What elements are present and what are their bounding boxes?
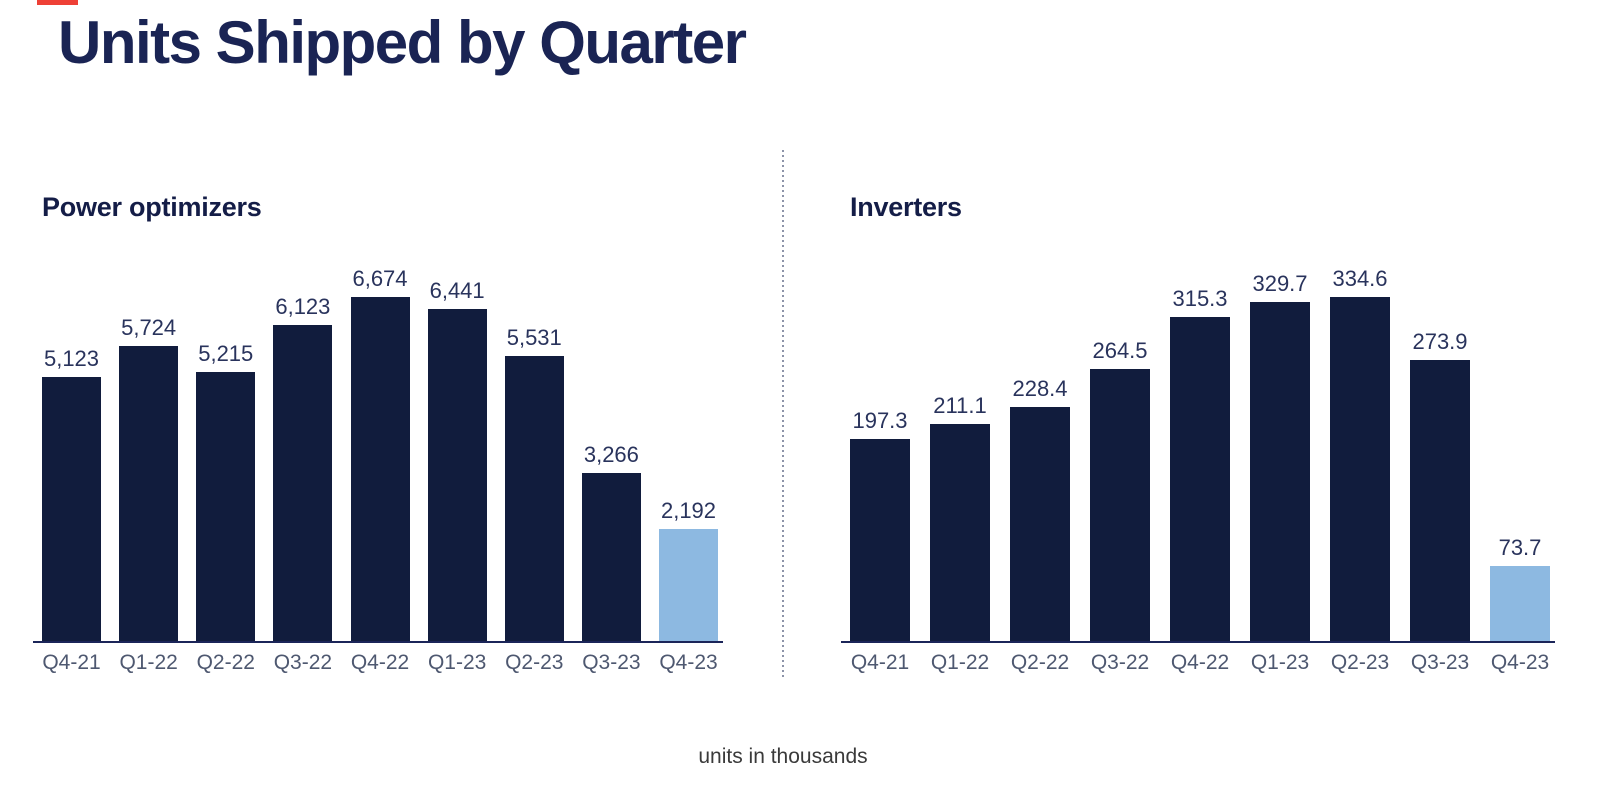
x-axis-label: Q4-22 <box>350 651 410 674</box>
chart-title: Power optimizers <box>42 192 262 222</box>
bars-row: 197.3 211.1 228.4 264.5 315.3 329.7 334.6 273.9… <box>850 264 1550 642</box>
bar <box>42 377 101 642</box>
bar-column: 5,215 <box>196 341 256 642</box>
bar <box>273 325 333 642</box>
bar <box>196 372 256 642</box>
bar-value-label: 3,266 <box>583 442 639 467</box>
bar-value-label: 2,192 <box>660 498 717 523</box>
x-axis-label: Q4-21 <box>42 651 101 674</box>
bar-chart-inverters: Inverters 197.3 211.1 228.4 264.5 315.3 329.7… <box>841 192 1555 692</box>
dotted-divider <box>782 150 784 680</box>
bars-row: 5,123 5,724 5,215 6,123 6,674 6,441 5,531 3,266… <box>42 264 718 642</box>
x-axis-label: Q3-22 <box>273 651 333 674</box>
bar-value-label: 5,215 <box>198 341 254 366</box>
bar-column: 2,192 <box>659 498 718 642</box>
x-axis-label: Q1-23 <box>1250 651 1310 674</box>
x-axis-label: Q1-22 <box>119 651 178 674</box>
bar-chart-power-optimizers: Power optimizers 5,123 5,724 5,215 6,123 6,6… <box>33 192 723 692</box>
x-axis-label: Q4-23 <box>659 651 718 674</box>
bar-column: 211.1 <box>930 393 990 642</box>
bar-value-label: 264.5 <box>1092 338 1148 363</box>
bar-value-label: 6,441 <box>429 278 485 303</box>
bar-value-label: 228.4 <box>1012 376 1068 401</box>
bar-column: 273.9 <box>1410 329 1470 642</box>
bar <box>427 309 487 642</box>
x-axis-label: Q2-22 <box>196 651 255 674</box>
bar <box>350 297 410 642</box>
x-axis-label: Q3-23 <box>582 651 641 674</box>
bar-column: 6,123 <box>273 294 333 642</box>
bar-value-label: 5,531 <box>506 325 562 350</box>
x-axis-label: Q4-22 <box>1170 651 1230 674</box>
bar-value-label: 6,674 <box>352 266 408 291</box>
bar-column: 5,123 <box>42 346 101 642</box>
bar-column: 228.4 <box>1010 376 1070 642</box>
bar-column: 334.6 <box>1330 266 1390 642</box>
bar-column: 5,724 <box>119 315 179 642</box>
bar-value-label: 6,123 <box>275 294 331 319</box>
x-axis-line <box>33 641 723 643</box>
x-axis-line <box>841 641 1555 643</box>
bar <box>581 473 641 642</box>
bar <box>1090 369 1150 642</box>
bar <box>659 529 718 642</box>
x-axis-label: Q1-23 <box>427 651 487 674</box>
chart-title: Inverters <box>850 192 962 222</box>
bar <box>119 346 179 642</box>
x-axis-label: Q2-23 <box>505 651 564 674</box>
bar-column: 197.3 <box>850 408 910 642</box>
bar-column: 3,266 <box>581 442 641 642</box>
page-title: Units Shipped by Quarter <box>58 9 747 76</box>
bar <box>1330 297 1390 642</box>
xaxis-labels: Q4-21 Q1-22 Q2-22 Q3-22 Q4-22 Q1-23 Q2-23 Q3-23… <box>42 651 718 675</box>
x-axis-label: Q1-22 <box>930 651 990 674</box>
x-axis-label: Q3-22 <box>1090 651 1150 674</box>
bar-value-label: 211.1 <box>933 393 987 418</box>
bar-value-label: 5,724 <box>121 315 177 340</box>
x-axis-label: Q2-23 <box>1330 651 1390 674</box>
bar-column: 6,674 <box>350 266 410 642</box>
bar <box>850 439 910 642</box>
bar <box>1410 360 1470 642</box>
bar-column: 264.5 <box>1090 338 1150 642</box>
bar-value-label: 273.9 <box>1412 329 1468 354</box>
bar <box>1250 302 1310 642</box>
bar-column: 6,441 <box>427 278 487 642</box>
x-axis-label: Q3-23 <box>1410 651 1470 674</box>
red-accent-bar <box>37 0 78 5</box>
bar <box>1170 317 1230 642</box>
x-axis-label: Q2-22 <box>1010 651 1070 674</box>
bar-value-label: 315.3 <box>1172 286 1228 311</box>
bar <box>504 356 564 642</box>
x-axis-label: Q4-23 <box>1490 651 1550 674</box>
bar-column: 5,531 <box>504 325 564 642</box>
bar-column: 329.7 <box>1250 271 1310 642</box>
units-footnote: units in thousands <box>698 745 868 768</box>
x-axis-label: Q4-21 <box>850 651 910 674</box>
xaxis-labels: Q4-21 Q1-22 Q2-22 Q3-22 Q4-22 Q1-23 Q2-23 Q3-23… <box>850 651 1550 675</box>
bar-value-label: 329.7 <box>1252 271 1308 296</box>
bar <box>930 424 990 642</box>
bar-value-label: 73.7 <box>1498 535 1542 560</box>
bar <box>1490 566 1550 642</box>
bar-column: 73.7 <box>1490 535 1550 642</box>
bar-column: 315.3 <box>1170 286 1230 642</box>
bar-value-label: 5,123 <box>43 346 100 371</box>
bar <box>1010 407 1070 642</box>
bar-value-label: 197.3 <box>852 408 908 433</box>
bar-value-label: 334.6 <box>1332 266 1388 291</box>
